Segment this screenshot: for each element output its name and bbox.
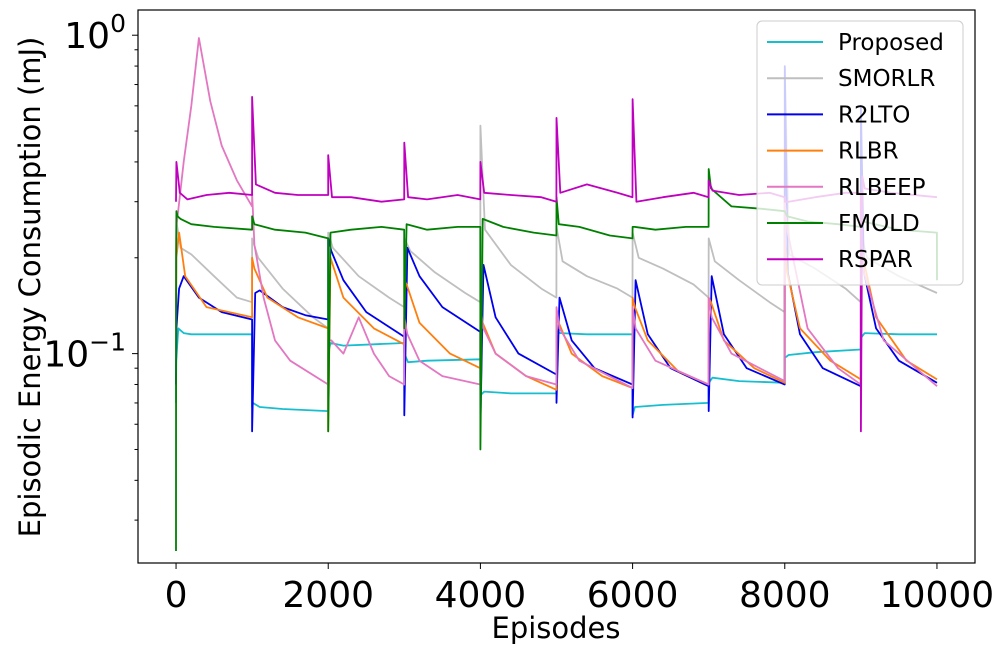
y-axis-label: Episodic Energy Consumption (mJ) xyxy=(13,37,47,538)
legend-box xyxy=(756,20,964,286)
legend-label-rspar: RSPAR xyxy=(838,247,913,273)
plot-frame xyxy=(137,9,976,564)
legend-label-rlbr: RLBR xyxy=(838,139,899,165)
x-axis-ticks: 0 2000 4000 6000 8000 10000 xyxy=(165,563,995,616)
x-tick-label: 4000 xyxy=(435,575,527,616)
x-tick-label: 6000 xyxy=(587,575,679,616)
legend-label-fmold: FMOLD xyxy=(838,211,920,237)
y-tick-label: 100 xyxy=(64,9,126,57)
x-tick-label: 10000 xyxy=(880,575,995,616)
x-tick-label: 8000 xyxy=(739,575,831,616)
x-tick-label: 0 xyxy=(165,575,188,616)
legend-label-proposed: Proposed xyxy=(838,30,944,56)
y-tick-label: 10−1 xyxy=(43,328,126,376)
plot-area xyxy=(175,37,938,552)
y-axis-ticks: 10−1 100 xyxy=(43,9,138,521)
x-tick-label: 2000 xyxy=(282,575,374,616)
legend: Proposed SMORLR R2LTO RLBR RLBEEP FMOLD RSPAR xyxy=(756,20,964,286)
x-axis-label: Episodes xyxy=(492,611,621,645)
legend-label-rlbeep: RLBEEP xyxy=(838,175,926,201)
legend-label-r2lto: R2LTO xyxy=(838,102,910,128)
legend-label-smorlr: SMORLR xyxy=(838,66,935,92)
